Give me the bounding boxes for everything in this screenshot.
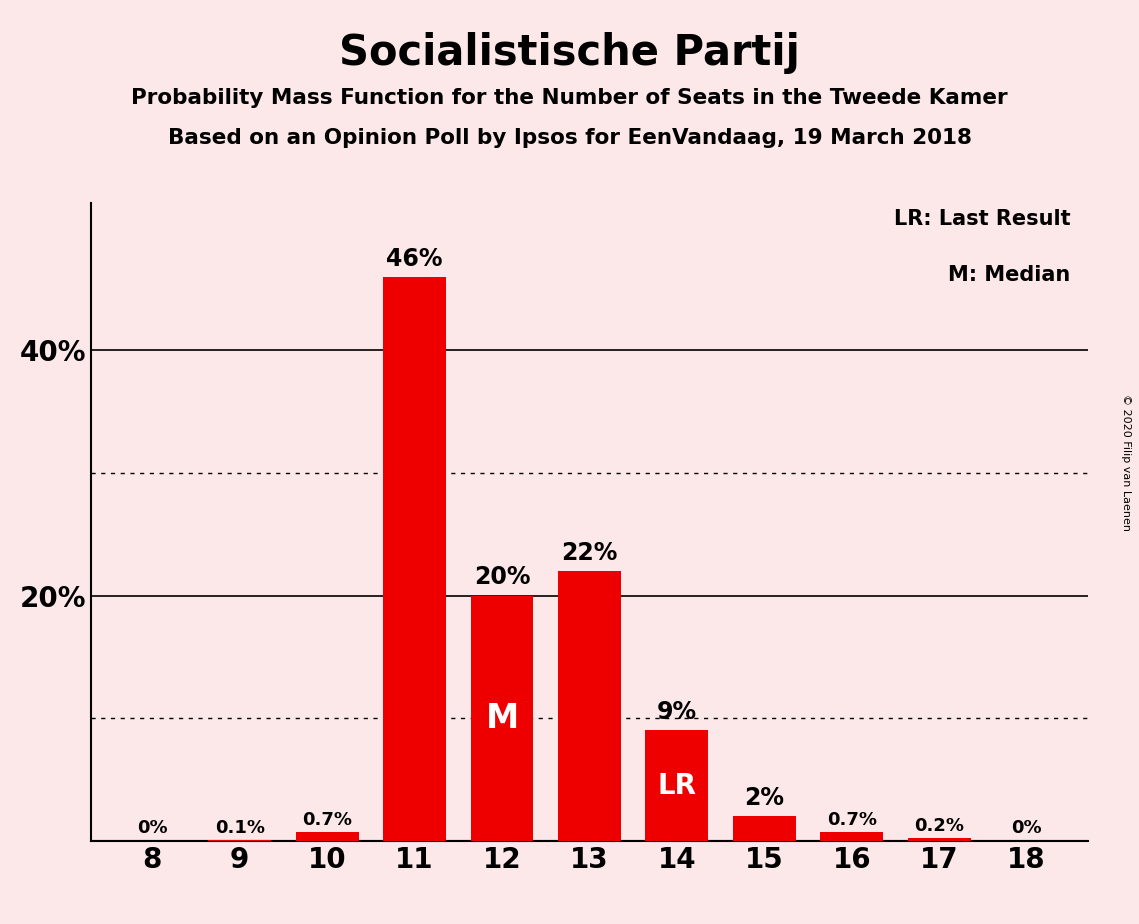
- Bar: [646, 731, 708, 841]
- Text: M: M: [485, 701, 518, 735]
- Text: 0.7%: 0.7%: [827, 811, 877, 829]
- Text: LR: LR: [657, 772, 696, 799]
- Text: Probability Mass Function for the Number of Seats in the Tweede Kamer: Probability Mass Function for the Number…: [131, 88, 1008, 108]
- Text: 0.7%: 0.7%: [302, 811, 352, 829]
- Text: 0.2%: 0.2%: [915, 818, 964, 835]
- Text: Based on an Opinion Poll by Ipsos for EenVandaag, 19 March 2018: Based on an Opinion Poll by Ipsos for Ee…: [167, 128, 972, 148]
- Bar: [383, 277, 446, 841]
- Text: 0%: 0%: [1011, 819, 1042, 836]
- Text: M: Median: M: Median: [948, 264, 1071, 285]
- Bar: [208, 840, 271, 841]
- Text: © 2020 Filip van Laenen: © 2020 Filip van Laenen: [1121, 394, 1131, 530]
- Bar: [908, 838, 970, 841]
- Bar: [732, 816, 796, 841]
- Text: 20%: 20%: [474, 565, 531, 590]
- Bar: [820, 833, 883, 841]
- Bar: [558, 571, 621, 841]
- Text: 0.1%: 0.1%: [215, 819, 264, 836]
- Text: Socialistische Partij: Socialistische Partij: [339, 32, 800, 74]
- Bar: [296, 833, 359, 841]
- Text: 2%: 2%: [744, 786, 785, 810]
- Text: LR: Last Result: LR: Last Result: [894, 210, 1071, 229]
- Text: 9%: 9%: [657, 700, 697, 724]
- Text: 22%: 22%: [562, 541, 617, 565]
- Text: 0%: 0%: [137, 819, 167, 836]
- Text: 46%: 46%: [386, 247, 443, 271]
- Bar: [470, 596, 533, 841]
